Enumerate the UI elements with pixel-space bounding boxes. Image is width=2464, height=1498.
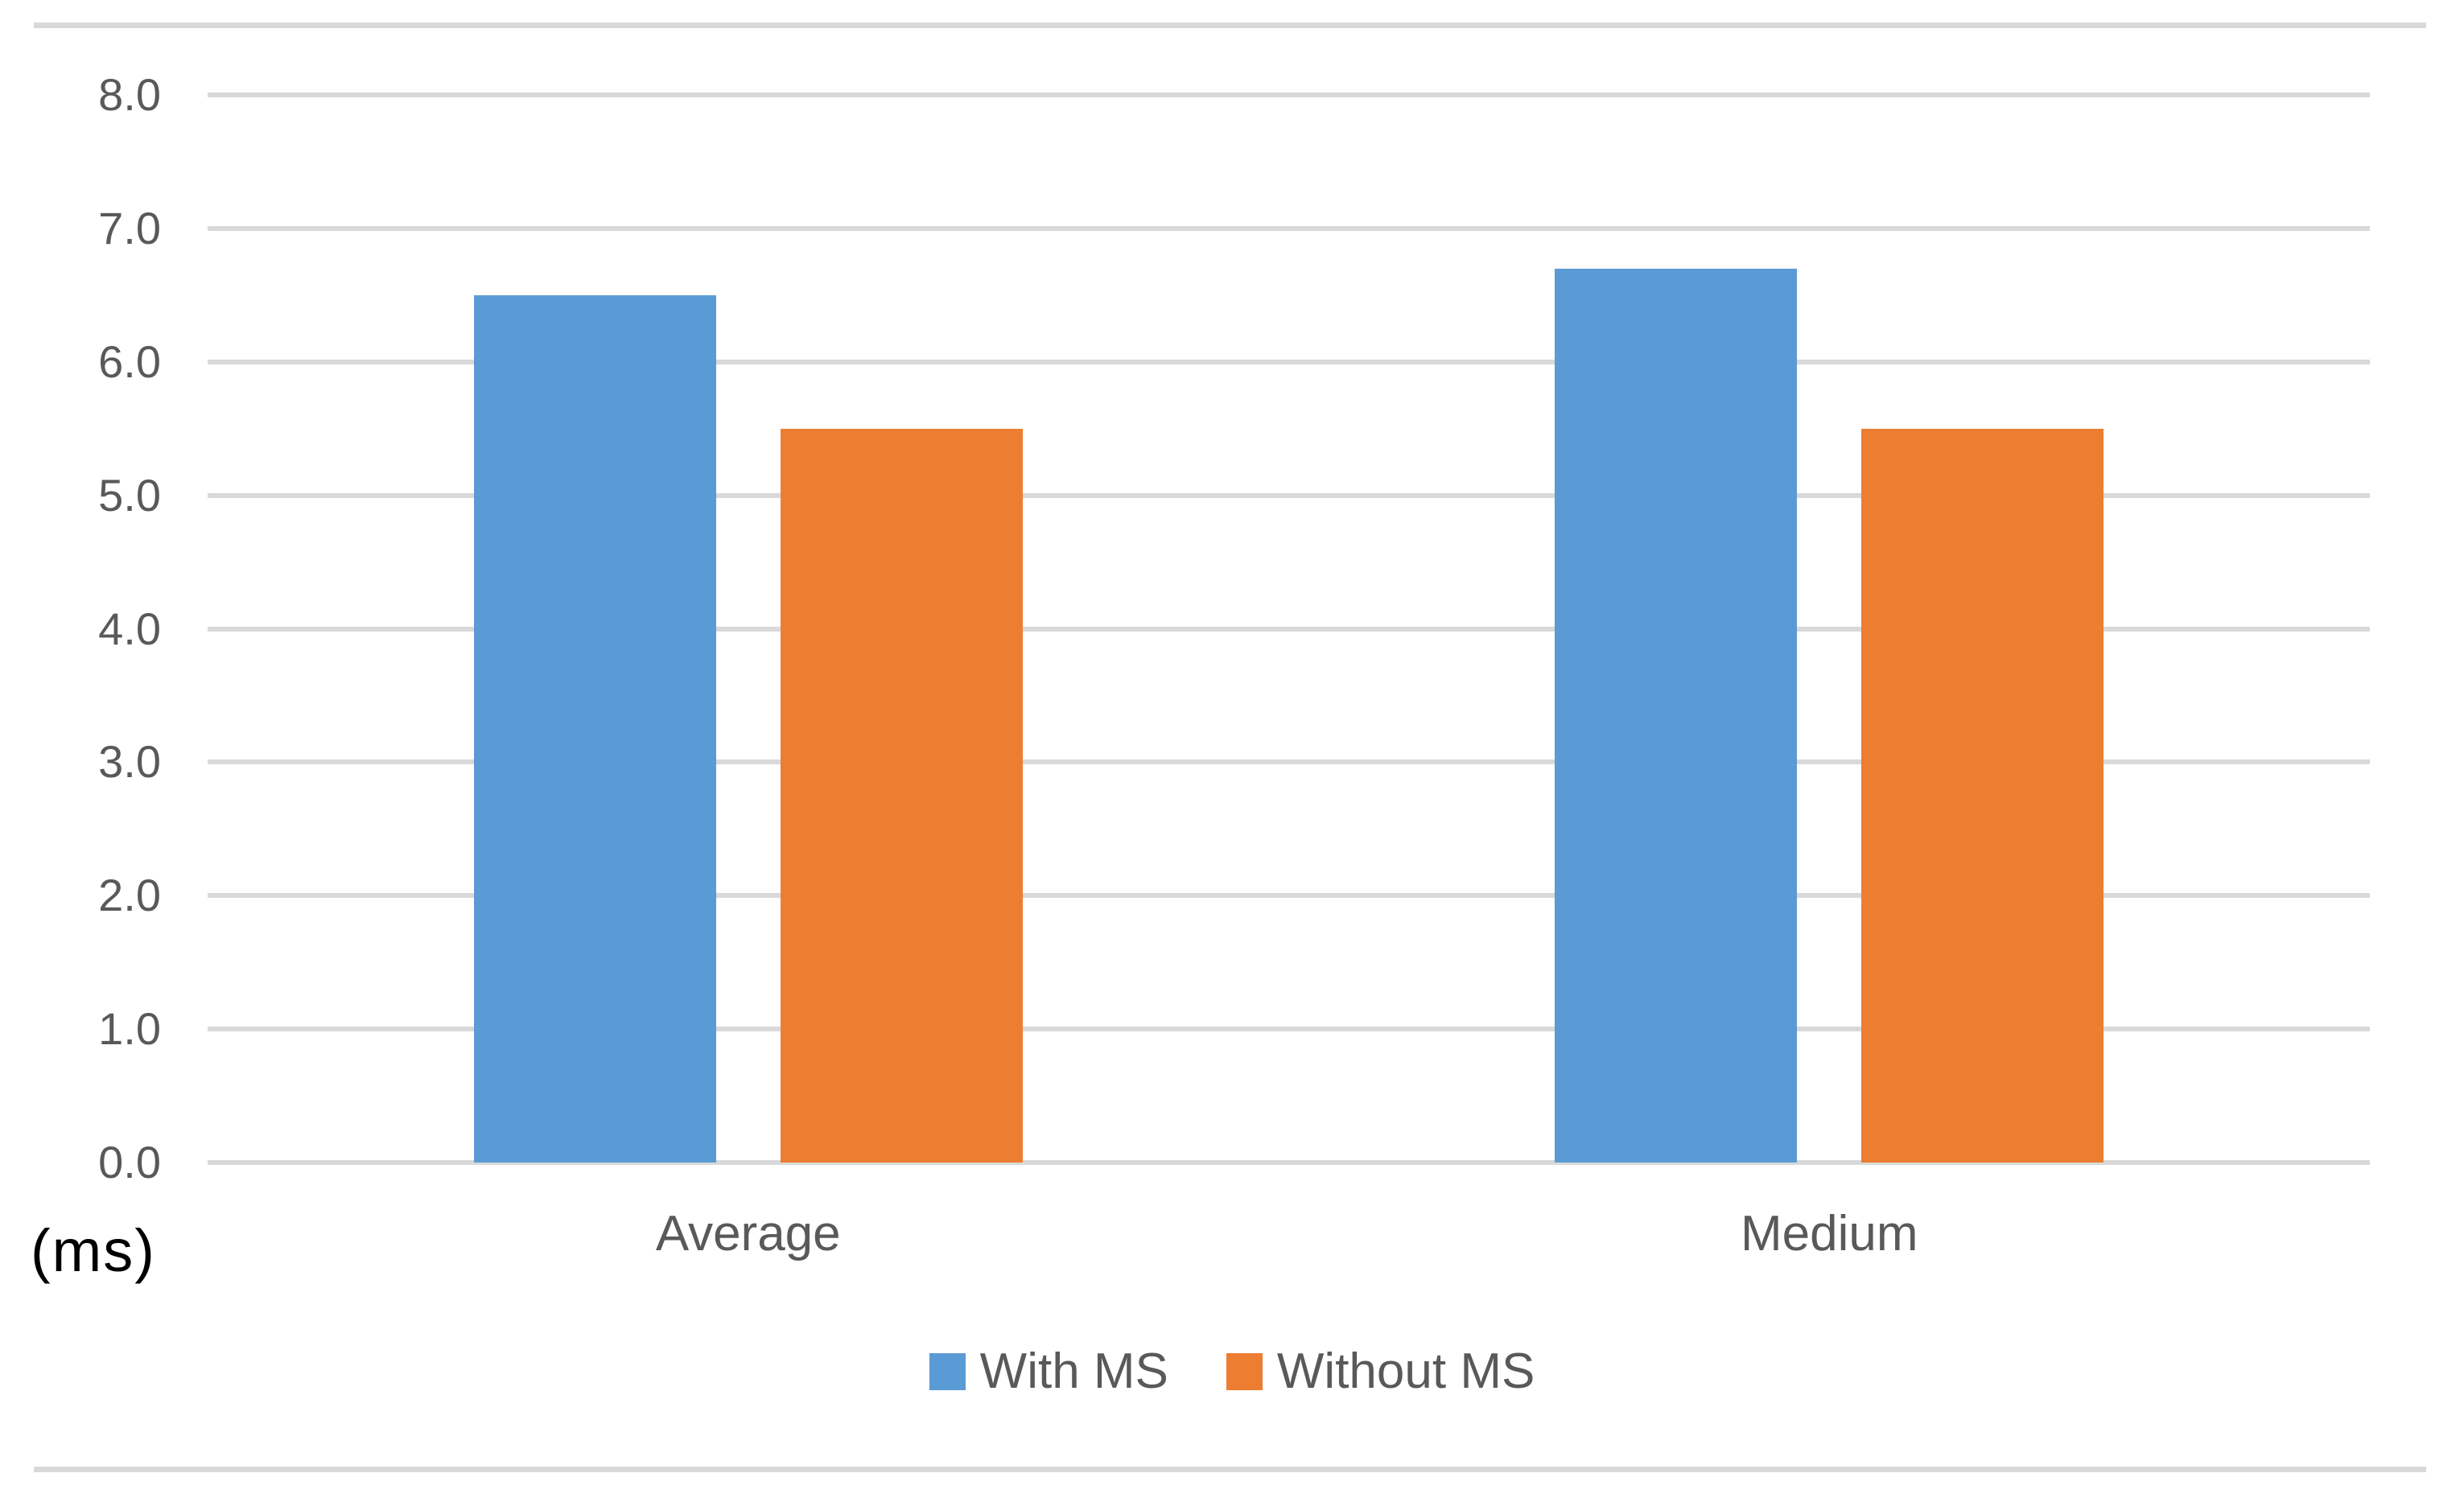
legend-label-with-ms: With MS: [979, 1344, 1168, 1399]
bar-with-ms-medium: [1555, 269, 1798, 1163]
legend-label-without-ms: Without MS: [1276, 1344, 1535, 1399]
gridline-y-8.0: [208, 93, 2370, 97]
plot-area: [208, 93, 2370, 1165]
bar-with-ms-average: [473, 295, 716, 1163]
y-tick-label-2.0: 2.0: [98, 870, 161, 921]
chart-top-border: [34, 23, 2426, 28]
y-tick-label-7.0: 7.0: [98, 202, 161, 253]
y-tick-label-1.0: 1.0: [98, 1003, 161, 1055]
x-category-label-average: Average: [655, 1206, 841, 1261]
y-axis-unit-label: (ms): [31, 1217, 156, 1284]
x-category-label-medium: Medium: [1740, 1206, 1918, 1261]
chart-bottom-border: [34, 1467, 2426, 1472]
gridline-y-2.0: [208, 893, 2370, 899]
y-tick-label-6.0: 6.0: [98, 335, 161, 387]
legend-swatch-without-ms: [1226, 1353, 1263, 1390]
gridline-y-1.0: [208, 1027, 2370, 1032]
bar-without-ms-medium: [1861, 429, 2104, 1163]
bar-without-ms-average: [780, 429, 1023, 1163]
legend-item-with-ms: With MS: [929, 1335, 1168, 1408]
gridline-y-0.0: [208, 1160, 2370, 1165]
legend: With MS Without MS: [0, 1335, 2464, 1408]
gridline-y-6.0: [208, 359, 2370, 364]
y-tick-label-0.0: 0.0: [98, 1137, 161, 1187]
legend-swatch-with-ms: [929, 1353, 966, 1390]
y-tick-label-8.0: 8.0: [98, 69, 161, 120]
gridline-y-5.0: [208, 492, 2370, 498]
y-tick-label-5.0: 5.0: [98, 469, 161, 521]
gridline-y-7.0: [208, 225, 2370, 231]
gridline-y-4.0: [208, 626, 2370, 632]
gridline-y-3.0: [208, 759, 2370, 765]
legend-item-without-ms: Without MS: [1226, 1335, 1535, 1408]
y-tick-label-3.0: 3.0: [98, 736, 161, 788]
y-tick-label-4.0: 4.0: [98, 603, 161, 654]
